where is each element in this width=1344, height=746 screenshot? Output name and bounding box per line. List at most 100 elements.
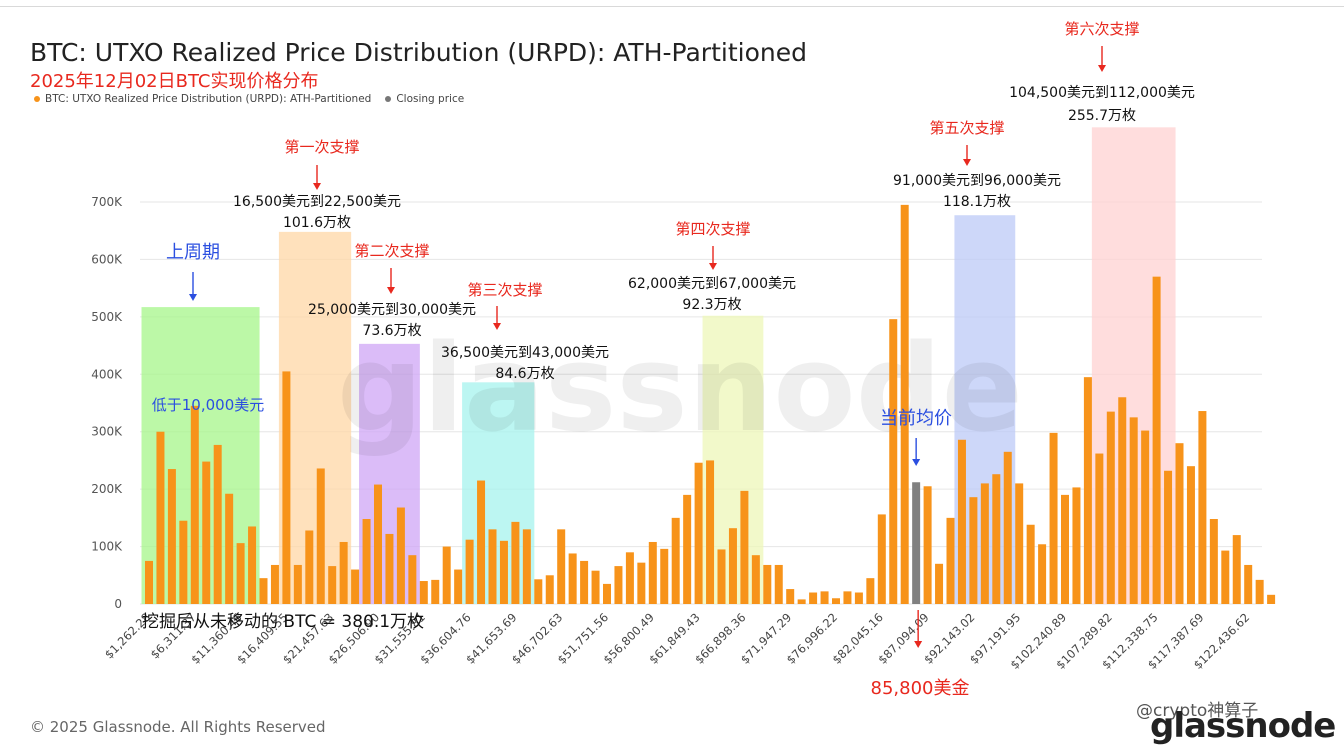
y-tick-label: 0 bbox=[114, 597, 122, 611]
bar bbox=[179, 520, 188, 604]
bar bbox=[545, 575, 554, 604]
zone-1 bbox=[278, 231, 352, 604]
range-label-5: 91,000美元到96,000美元 bbox=[893, 173, 1061, 189]
support-arrow-6-head bbox=[1098, 65, 1106, 72]
y-tick-label: 100K bbox=[91, 540, 123, 554]
author-handle: @crypto神算子 bbox=[1136, 701, 1259, 721]
bar bbox=[156, 431, 165, 604]
support-label-6: 第六次支撑 bbox=[1064, 20, 1139, 38]
support-arrow-3-head bbox=[493, 323, 501, 330]
bar bbox=[625, 552, 634, 604]
bar bbox=[305, 530, 314, 604]
bar bbox=[465, 539, 474, 604]
last-cycle-label: 上周期 bbox=[166, 242, 220, 263]
bar bbox=[1026, 524, 1035, 604]
bar bbox=[1015, 483, 1024, 604]
bar bbox=[1186, 466, 1195, 604]
y-tick-label: 600K bbox=[91, 252, 123, 266]
support-arrow-4-head bbox=[709, 263, 717, 270]
bar bbox=[797, 599, 806, 604]
y-tick-label: 200K bbox=[91, 482, 123, 496]
zone-label-below-10k: 低于10,000美元 bbox=[152, 396, 265, 414]
amount-label-2: 73.6万枚 bbox=[362, 323, 421, 339]
bar bbox=[1221, 550, 1230, 604]
y-tick-label: 300K bbox=[91, 425, 123, 439]
current-price-label: 85,800美金 bbox=[871, 678, 970, 699]
support-arrow-2-head bbox=[387, 287, 395, 294]
bar bbox=[431, 579, 440, 604]
bar bbox=[328, 566, 337, 604]
support-label-1: 第一次支撑 bbox=[284, 138, 359, 156]
bar bbox=[728, 528, 737, 604]
bar bbox=[1038, 544, 1047, 604]
bar bbox=[145, 560, 153, 604]
bar bbox=[843, 591, 852, 604]
bar bbox=[454, 569, 463, 604]
bar bbox=[442, 546, 451, 604]
bar bbox=[683, 494, 692, 604]
bar bbox=[259, 578, 268, 604]
last-cycle-arrow-head bbox=[189, 294, 197, 301]
bar bbox=[980, 483, 989, 604]
bar bbox=[1083, 377, 1092, 604]
bar bbox=[706, 460, 715, 604]
bar bbox=[637, 562, 646, 604]
bar bbox=[1164, 470, 1173, 604]
bar bbox=[671, 517, 680, 604]
bar bbox=[786, 589, 795, 604]
legend-item-closing[interactable]: Closing price bbox=[385, 93, 464, 105]
bar bbox=[408, 555, 417, 604]
support-label-4: 第四次支撑 bbox=[675, 220, 750, 238]
legend-dot-closing bbox=[385, 96, 392, 102]
bar bbox=[866, 578, 875, 604]
support-arrow-5-head bbox=[963, 159, 971, 166]
legend-dot-urpd bbox=[34, 96, 40, 102]
bar bbox=[877, 514, 886, 604]
bar bbox=[1061, 494, 1069, 604]
bar bbox=[832, 598, 840, 604]
amount-label-6: 255.7万枚 bbox=[1068, 108, 1136, 124]
current-avg-arrow-head bbox=[912, 459, 921, 466]
bar bbox=[1175, 443, 1184, 604]
top-divider bbox=[0, 6, 1344, 7]
bar bbox=[1209, 519, 1218, 604]
bar bbox=[740, 490, 749, 604]
legend: BTC: UTXO Realized Price Distribution (U… bbox=[34, 93, 464, 105]
bar bbox=[167, 469, 176, 604]
support-label-3: 第三次支撑 bbox=[467, 281, 542, 299]
bar bbox=[774, 564, 783, 604]
legend-item-urpd[interactable]: BTC: UTXO Realized Price Distribution (U… bbox=[34, 93, 371, 105]
bar bbox=[477, 480, 486, 604]
bar bbox=[1152, 276, 1161, 604]
bar bbox=[534, 579, 543, 604]
bar bbox=[889, 319, 898, 604]
y-tick-label: 400K bbox=[91, 367, 123, 381]
bar bbox=[1255, 579, 1264, 604]
bar bbox=[946, 517, 955, 604]
bar bbox=[992, 474, 1001, 604]
bar bbox=[374, 484, 382, 604]
bar bbox=[603, 583, 611, 604]
bar bbox=[923, 486, 932, 604]
bar bbox=[1129, 417, 1138, 604]
support-label-2: 第二次支撑 bbox=[354, 242, 429, 260]
bar bbox=[293, 564, 302, 604]
closing-price-bar bbox=[912, 482, 921, 604]
bar bbox=[580, 560, 589, 604]
support-label-5: 第五次支撑 bbox=[929, 119, 1004, 137]
bar bbox=[648, 541, 657, 604]
bar bbox=[568, 553, 577, 604]
range-label-1: 16,500美元到22,500美元 bbox=[233, 194, 401, 210]
chart-subtitle: 2025年12月02日BTC实现价格分布 bbox=[30, 71, 319, 92]
bar bbox=[820, 591, 829, 604]
bar bbox=[1072, 487, 1081, 604]
bar bbox=[511, 521, 520, 604]
bar bbox=[202, 461, 211, 604]
bar bbox=[935, 563, 944, 604]
range-label-2: 25,000美元到30,000美元 bbox=[308, 302, 476, 318]
bar bbox=[236, 543, 245, 604]
bar bbox=[969, 497, 978, 604]
amount-label-1: 101.6万枚 bbox=[283, 215, 351, 231]
bar bbox=[499, 540, 508, 604]
